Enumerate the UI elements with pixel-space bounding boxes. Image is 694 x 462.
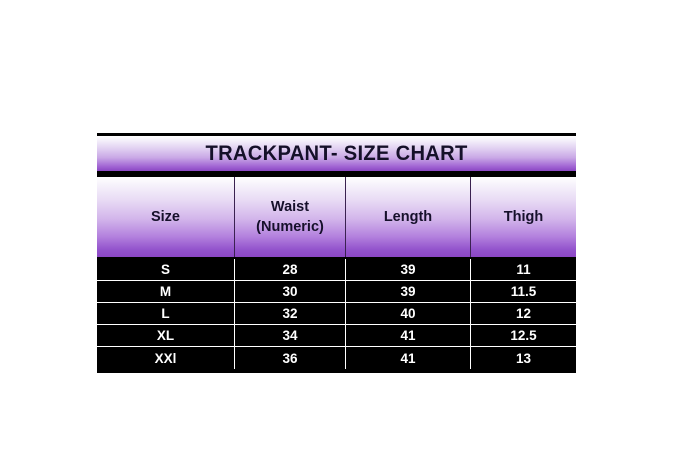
cell-waist: 32 — [235, 303, 346, 324]
column-header-thigh: Thigh — [471, 177, 576, 257]
column-header-length-label: Length — [383, 209, 433, 225]
table-row: M 30 39 11.5 — [97, 281, 576, 303]
cell-length: 41 — [346, 347, 471, 369]
cell-thigh: 12 — [515, 306, 532, 321]
cell-size: XL — [97, 325, 235, 346]
cell-thigh: 11.5 — [510, 284, 537, 299]
column-header-size: Size — [97, 177, 235, 257]
column-header-waist-sublabel: (Numeric) — [256, 219, 324, 235]
column-header-size-label: Size — [150, 209, 180, 225]
cell-length: 39 — [346, 259, 471, 280]
table-row: XXl 36 41 13 — [97, 347, 576, 369]
column-header-waist-label: Waist — [270, 199, 310, 215]
cell-thigh: 12.5 — [510, 328, 537, 343]
cell-waist: 30 — [235, 281, 346, 302]
cell-length: 41 — [346, 325, 471, 346]
cell-length: 40 — [346, 303, 471, 324]
cell-waist: 36 — [235, 347, 346, 369]
cell-size: XXl — [97, 347, 235, 369]
column-header-thigh-label: Thigh — [503, 209, 544, 225]
table-row: XL 34 41 12.5 — [97, 325, 576, 347]
cell-waist: 34 — [235, 325, 346, 346]
cell-length: 39 — [346, 281, 471, 302]
cell-waist: 28 — [235, 259, 346, 280]
cell-thigh: 13 — [515, 350, 532, 366]
size-chart-table: TRACKPANT- SIZE CHART Size Waist (Numeri… — [97, 133, 576, 373]
table-header-row: Size Waist (Numeric) Length Thigh — [97, 177, 576, 259]
cell-size: M — [97, 281, 235, 302]
cell-size: L — [97, 303, 235, 324]
table-row: L 32 40 12 — [97, 303, 576, 325]
table-row: S 28 39 11 — [97, 259, 576, 281]
column-header-waist: Waist (Numeric) — [235, 177, 346, 257]
cell-thigh: 11 — [516, 262, 531, 277]
chart-title: TRACKPANT- SIZE CHART — [205, 141, 468, 165]
chart-title-banner: TRACKPANT- SIZE CHART — [97, 133, 576, 174]
column-header-length: Length — [346, 177, 471, 257]
table-body: S 28 39 11 M 30 39 11.5 L 32 40 12 XL 34… — [97, 259, 576, 373]
cell-size: S — [97, 259, 235, 280]
